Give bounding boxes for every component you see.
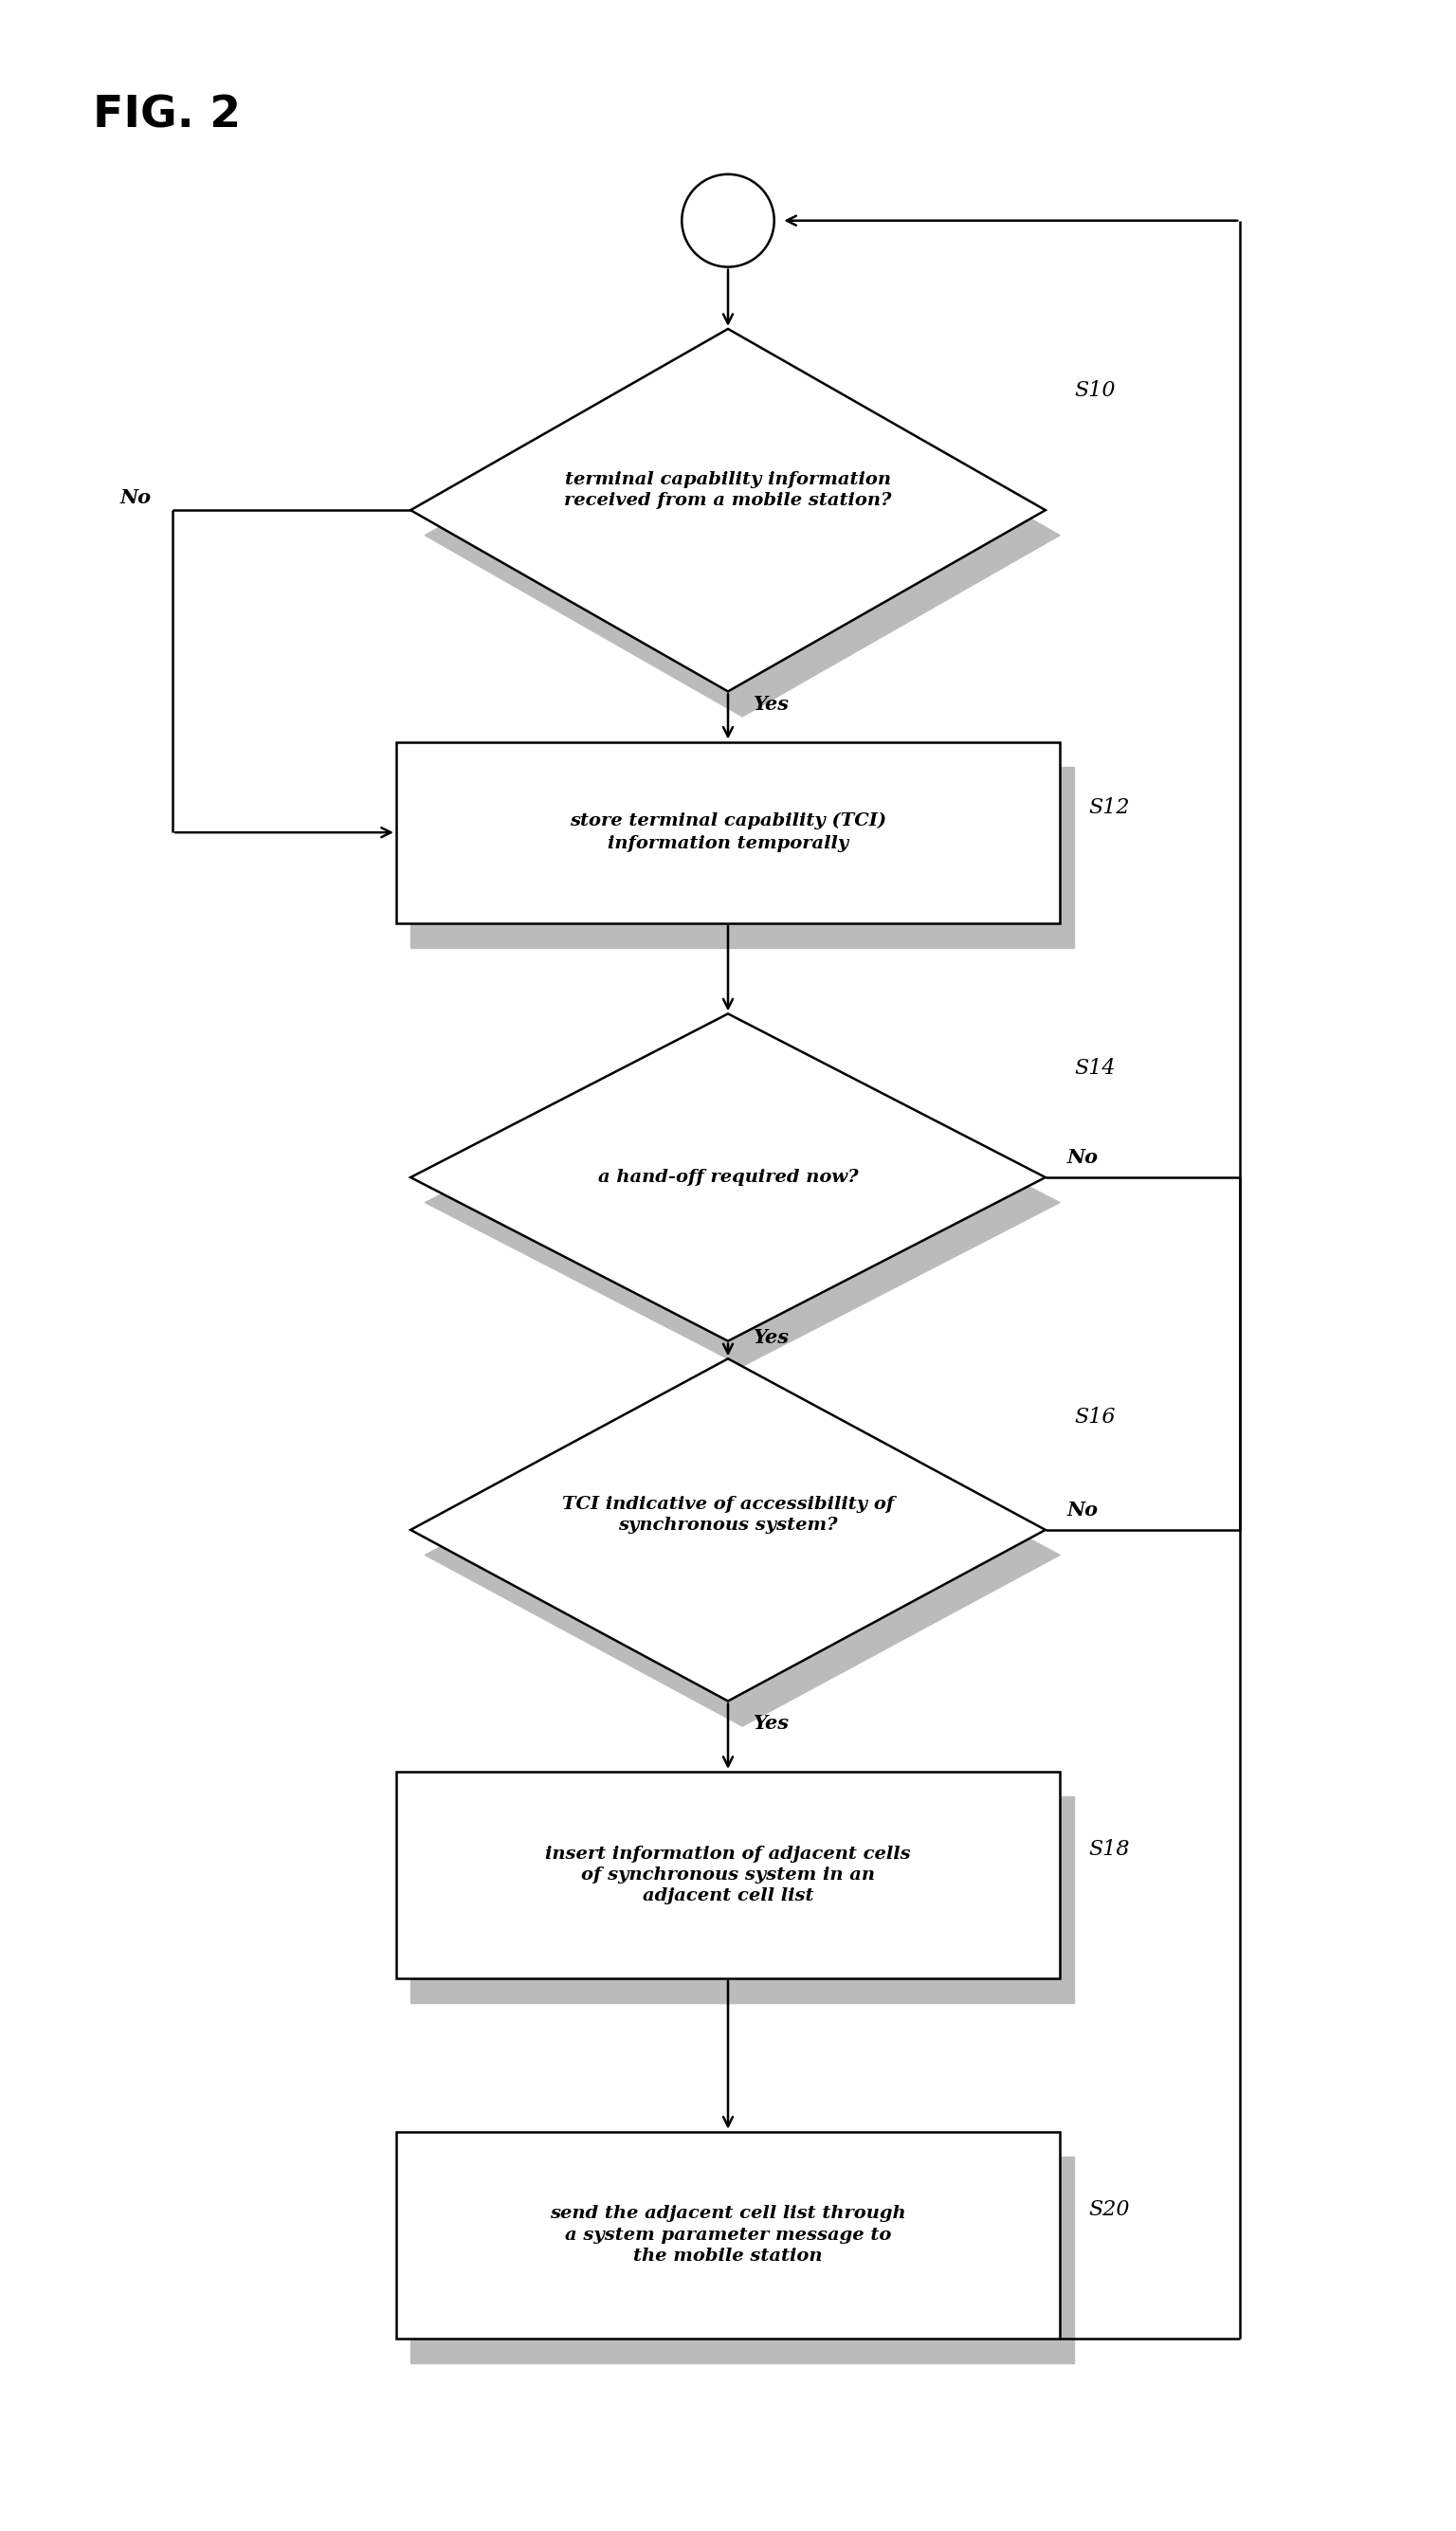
Text: insert information of adjacent cells
of synchronous system in an
adjacent cell l: insert information of adjacent cells of … [545,1845,911,1903]
Text: S14: S14 [1075,1058,1115,1078]
Text: S16: S16 [1075,1407,1115,1427]
Text: FIG. 2: FIG. 2 [93,94,242,137]
Text: No: No [1067,1147,1098,1167]
Polygon shape [425,354,1060,716]
Text: store terminal capability (TCI)
information temporally: store terminal capability (TCI) informat… [569,812,887,853]
Text: S18: S18 [1089,1840,1130,1860]
Text: TCI indicative of accessibility of
synchronous system?: TCI indicative of accessibility of synch… [562,1496,894,1534]
Text: S10: S10 [1075,380,1115,402]
Bar [396,1772,1060,1979]
Bar [411,1797,1075,2002]
Polygon shape [411,1015,1045,1341]
Text: Yes: Yes [754,693,791,714]
Text: terminal capability information
received from a mobile station?: terminal capability information received… [565,471,891,509]
Polygon shape [425,1038,1060,1367]
Bar [396,2131,1060,2339]
Text: a hand-off required now?: a hand-off required now? [598,1169,858,1187]
Ellipse shape [681,175,775,266]
Text: send the adjacent cell list through
a system parameter message to
the mobile sta: send the adjacent cell list through a sy… [550,2205,906,2265]
Bar [411,2156,1075,2364]
Text: S20: S20 [1089,2199,1130,2220]
Polygon shape [411,329,1045,691]
Text: No: No [1067,1501,1098,1519]
Text: S12: S12 [1089,797,1130,818]
Bar [396,742,1060,924]
Text: Yes: Yes [754,1713,791,1734]
Bar [411,767,1075,949]
Text: Yes: Yes [754,1329,791,1346]
Polygon shape [411,1359,1045,1701]
Polygon shape [425,1384,1060,1726]
Text: No: No [119,488,151,506]
